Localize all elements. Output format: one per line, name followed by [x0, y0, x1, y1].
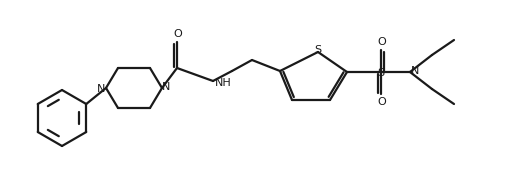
Text: S: S: [378, 68, 385, 78]
Text: O: O: [378, 97, 387, 107]
Text: N: N: [411, 66, 419, 76]
Text: N: N: [97, 84, 105, 94]
Text: S: S: [315, 45, 321, 55]
Text: O: O: [378, 37, 387, 47]
Text: O: O: [174, 29, 183, 39]
Text: NH: NH: [215, 78, 232, 88]
Text: N: N: [162, 82, 170, 92]
